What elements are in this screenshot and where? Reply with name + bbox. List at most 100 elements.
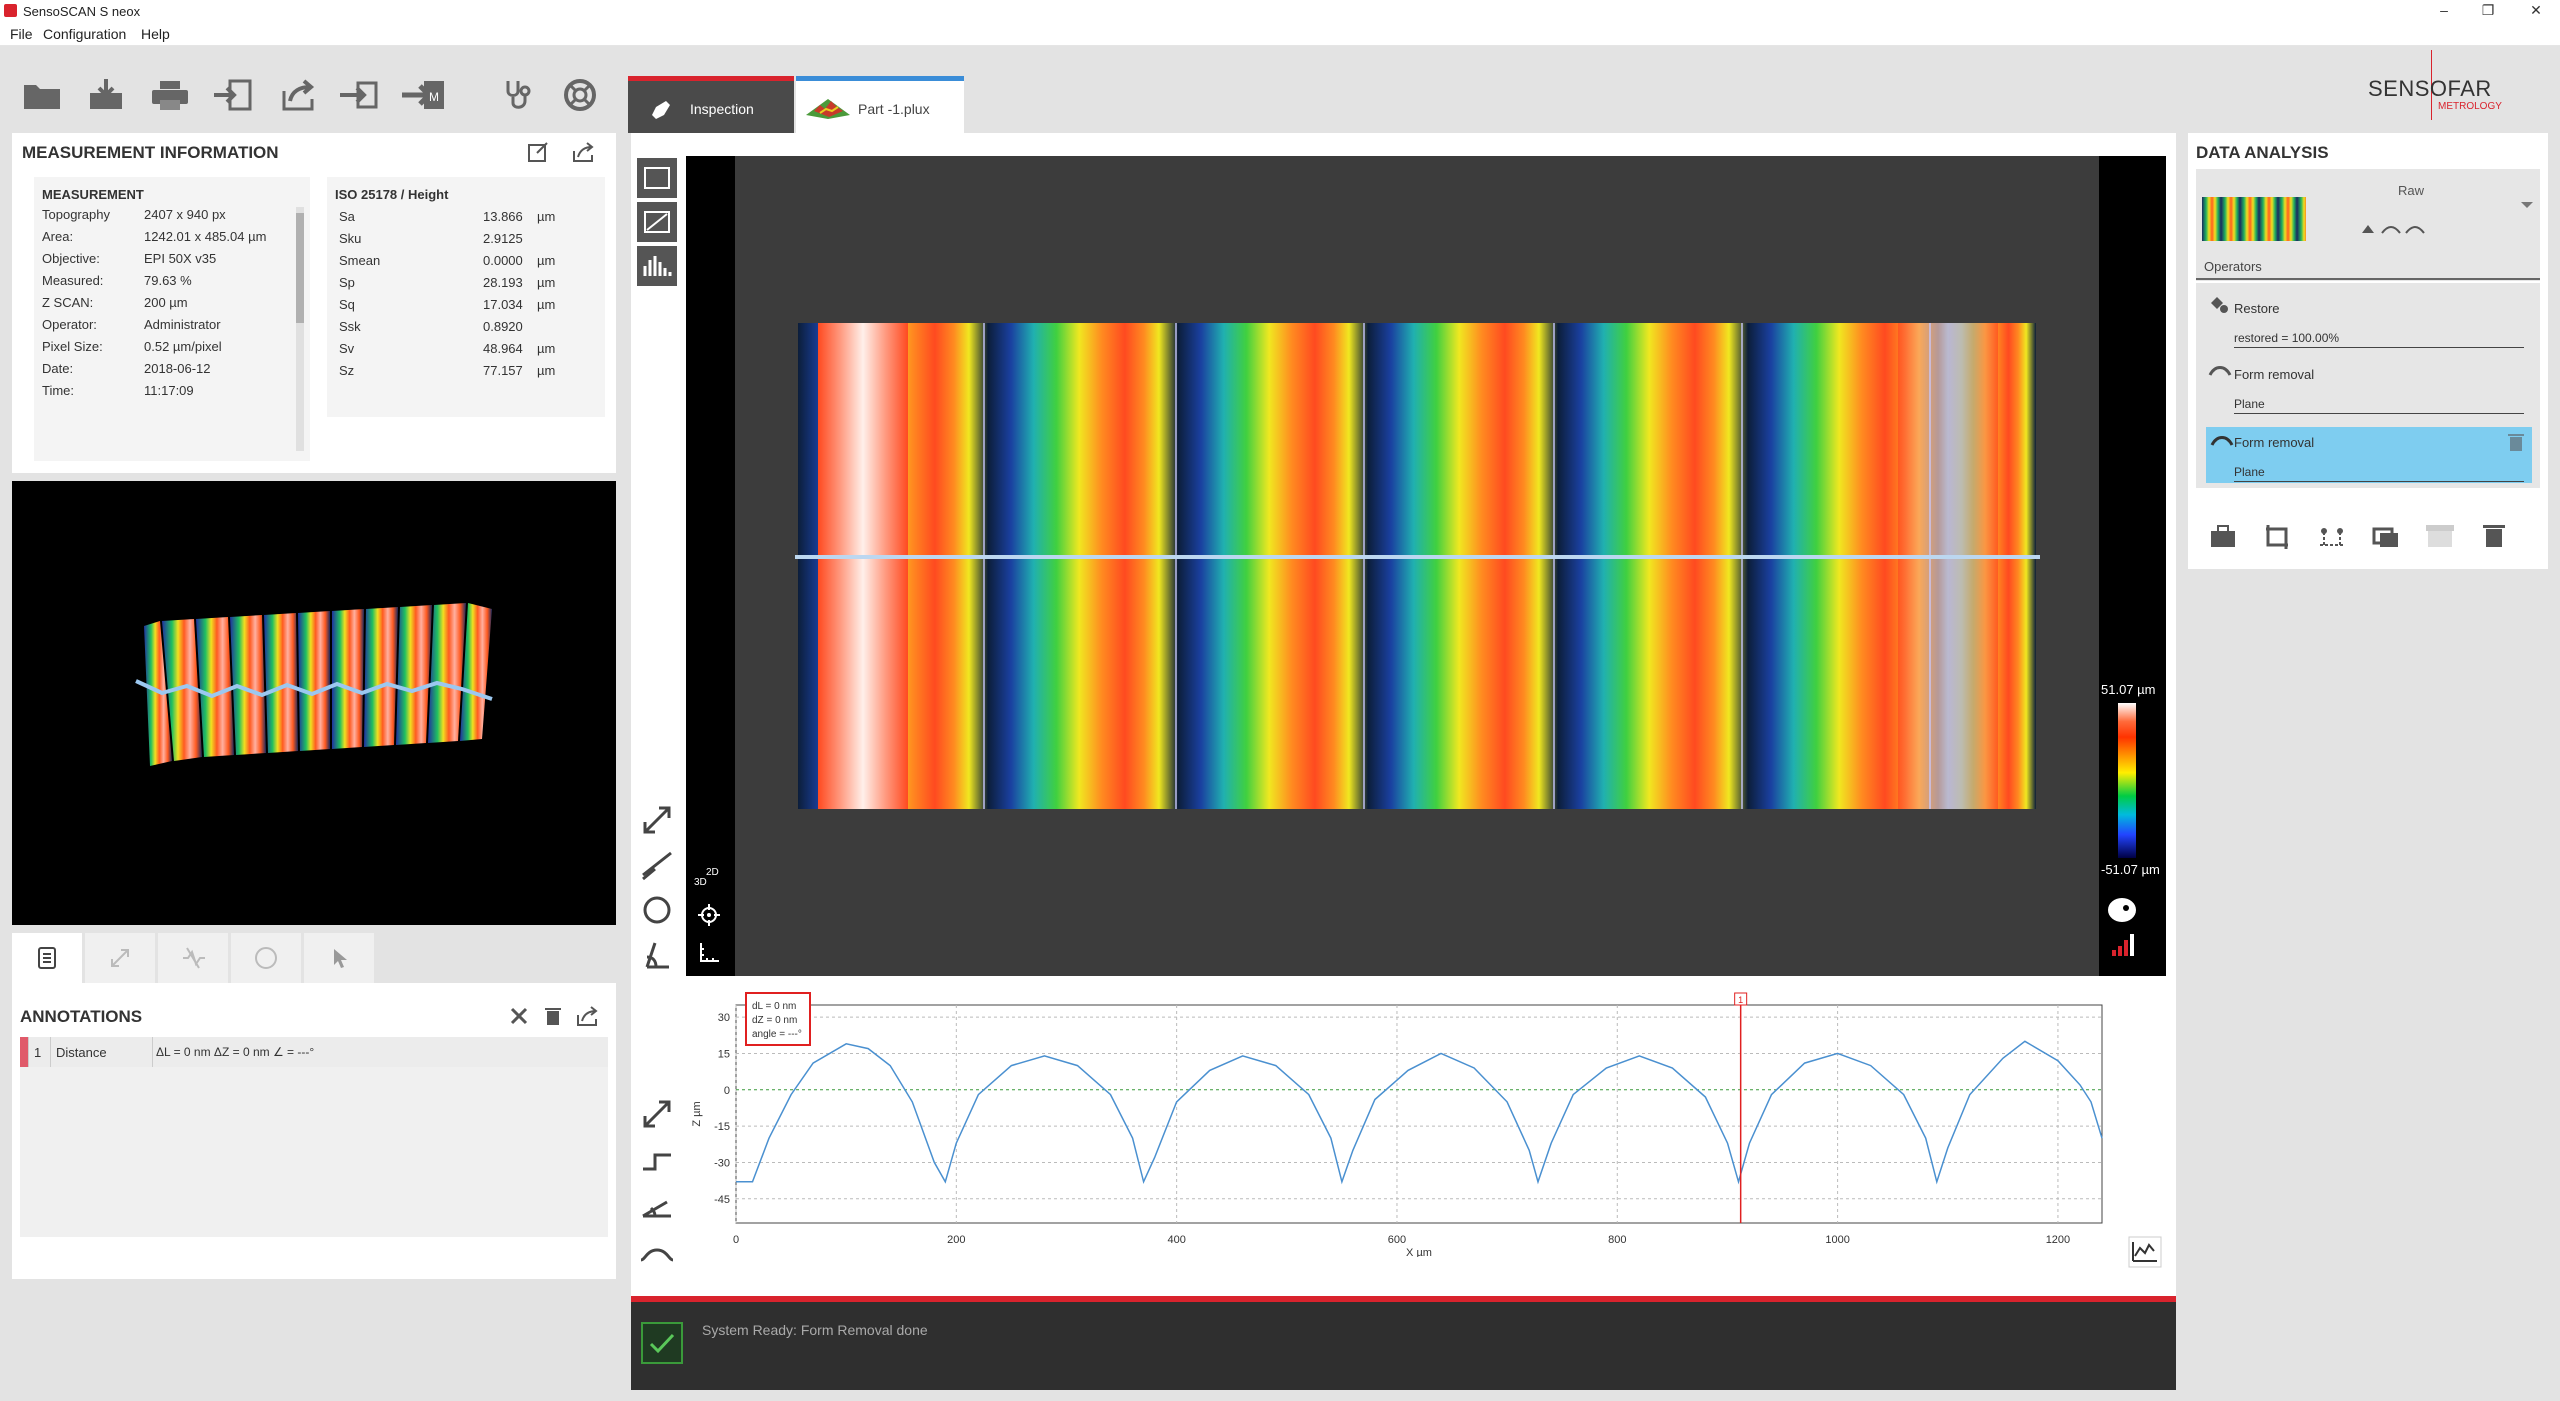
window-title: SensoSCAN S neox: [23, 4, 141, 19]
mode-2d-label: 2D: [706, 867, 719, 878]
tab-distance[interactable]: [85, 933, 155, 983]
status-check-icon: [641, 1322, 683, 1364]
angle-tool[interactable]: [637, 935, 677, 975]
menu-help[interactable]: Help: [141, 26, 170, 42]
tab-part[interactable]: Part -1.plux: [796, 76, 964, 133]
measurement-value: 2018-06-12: [144, 361, 211, 376]
topography-image[interactable]: [798, 323, 2036, 809]
table-row[interactable]: 1 Distance ΔL = 0 nm ΔZ = 0 nm ∠ = ---°: [20, 1037, 608, 1067]
operator-restore[interactable]: Restore restored = 100.00%: [2206, 293, 2532, 349]
chart-settings-icon[interactable]: [2128, 1236, 2162, 1268]
iso-param-unit: µm: [537, 209, 556, 224]
annotation-color-marker: [20, 1037, 28, 1067]
trash-icon[interactable]: [540, 1003, 566, 1029]
tab-pointer[interactable]: [304, 933, 374, 983]
iso-header: ISO 25178 / Height: [335, 187, 449, 202]
import-icon[interactable]: [338, 75, 382, 115]
measurement-header: MEASUREMENT: [42, 187, 144, 202]
3d-topography-view[interactable]: [12, 481, 616, 925]
profile-line: [736, 1040, 2103, 1185]
share-icon[interactable]: [574, 1003, 600, 1029]
trash-icon[interactable]: [2478, 521, 2510, 551]
operator-form-removal-1[interactable]: Form removal Plane: [2206, 359, 2532, 415]
restore-icon: [2211, 297, 2228, 313]
report-icon[interactable]: [212, 75, 256, 115]
scrollbar-track[interactable]: [296, 207, 304, 451]
y-tick-label: -30: [714, 1157, 730, 1169]
profile-icon: [183, 947, 205, 969]
menu-configuration[interactable]: Configuration: [43, 26, 127, 42]
sensofar-logo: SENSOFAR: [2368, 76, 2492, 101]
toolbox-icon[interactable]: [2208, 521, 2240, 551]
distance-tool[interactable]: [637, 800, 677, 840]
x-tick-label: 1200: [2046, 1234, 2070, 1246]
main-toolbar: [0, 47, 2560, 133]
profile-chart[interactable]: 0 200 400 600 800 1000 1200 30 15 0 -15 -30 -45 X µm Z…: [686, 985, 2166, 1259]
crop-icon[interactable]: [2262, 521, 2294, 551]
axes-icon[interactable]: [696, 940, 722, 966]
line-select-tool[interactable]: [637, 202, 677, 242]
annotations-title: ANNOTATIONS: [20, 1007, 143, 1026]
tab-annotations[interactable]: [12, 933, 82, 983]
lifebuoy-icon[interactable]: [558, 75, 602, 115]
palette-icon[interactable]: [2106, 896, 2140, 924]
parallel-line-tool[interactable]: [637, 845, 677, 885]
close-icon[interactable]: [506, 1003, 532, 1029]
x-tick-label: 0: [733, 1234, 739, 1246]
iso-param-key: Smean: [339, 253, 381, 268]
tab-circle[interactable]: [231, 933, 301, 983]
measurement-info-title: MEASUREMENT INFORMATION: [22, 143, 279, 162]
annotations-table: 1 Distance ΔL = 0 nm ΔZ = 0 nm ∠ = ---°: [20, 1037, 608, 1237]
menu-bar: File Configuration Help: [0, 22, 2560, 46]
svg-text:M: M: [429, 90, 439, 104]
operator-form-removal-2[interactable]: Form removal Plane: [2206, 427, 2532, 483]
annotations-panel: ANNOTATIONS 1 Distance ΔL = 0 nm ΔZ = 0 …: [12, 983, 616, 1279]
share-icon[interactable]: [570, 139, 596, 165]
scrollbar-thumb[interactable]: [296, 213, 304, 323]
import-m-icon[interactable]: M: [402, 75, 446, 115]
iso-param-unit: µm: [537, 253, 556, 268]
save-icon[interactable]: [84, 75, 128, 115]
iso-param-value: 2.9125: [483, 231, 523, 246]
raw-thumbnail[interactable]: [2202, 197, 2306, 241]
iso-param-value: 0.8920: [483, 319, 523, 334]
trash-icon[interactable]: [2506, 431, 2526, 453]
rect-select-tool[interactable]: [637, 158, 677, 198]
measure-dl: dL = 0 nm: [752, 1001, 796, 1012]
export-icon[interactable]: [276, 75, 320, 115]
document-icon: [38, 947, 56, 969]
minimize-button[interactable]: –: [2440, 2, 2448, 18]
menu-file[interactable]: File: [10, 26, 33, 42]
print-icon[interactable]: [148, 75, 192, 115]
step-height-tool[interactable]: [637, 1141, 677, 1181]
stethoscope-icon[interactable]: [496, 75, 540, 115]
profile-angle-tool[interactable]: [637, 1188, 677, 1228]
crosshair-icon[interactable]: [696, 902, 722, 928]
raw-layer[interactable]: Raw Operators: [2196, 169, 2540, 281]
profile-scan-line[interactable]: [795, 555, 2040, 559]
circle-tool[interactable]: [637, 890, 677, 930]
operator-name: Form removal: [2234, 435, 2315, 450]
close-button[interactable]: ✕: [2530, 2, 2542, 18]
profile-extract-icon[interactable]: [2316, 521, 2348, 551]
tab-profile[interactable]: [158, 933, 228, 983]
histogram-tool[interactable]: [637, 246, 677, 286]
profile-distance-tool[interactable]: [637, 1094, 677, 1134]
signal-level-icon[interactable]: [2110, 932, 2136, 958]
profile-chart-svg[interactable]: 0 200 400 600 800 1000 1200 30 15 0 -15 -30 -45 X µm Z…: [686, 985, 2166, 1259]
layer-options-icons[interactable]: [2358, 219, 2438, 239]
3d-preview[interactable]: [12, 481, 616, 925]
measurement-key: Measured:: [42, 273, 104, 288]
profile-arc-tool[interactable]: [637, 1234, 677, 1274]
tab-part-label: Part -1.plux: [858, 101, 930, 117]
edit-icon[interactable]: [526, 139, 552, 165]
restore-button[interactable]: ❐: [2481, 2, 2495, 18]
archive-icon[interactable]: [2424, 521, 2456, 551]
status-bar: [631, 1296, 2176, 1390]
chevron-down-icon[interactable]: [2520, 201, 2534, 211]
y-tick-label: -45: [714, 1194, 730, 1206]
tab-inspection[interactable]: Inspection: [628, 76, 794, 133]
iso-param-value: 0.0000: [483, 253, 523, 268]
folder-icon[interactable]: [20, 75, 64, 115]
duplicate-icon[interactable]: [2370, 521, 2402, 551]
